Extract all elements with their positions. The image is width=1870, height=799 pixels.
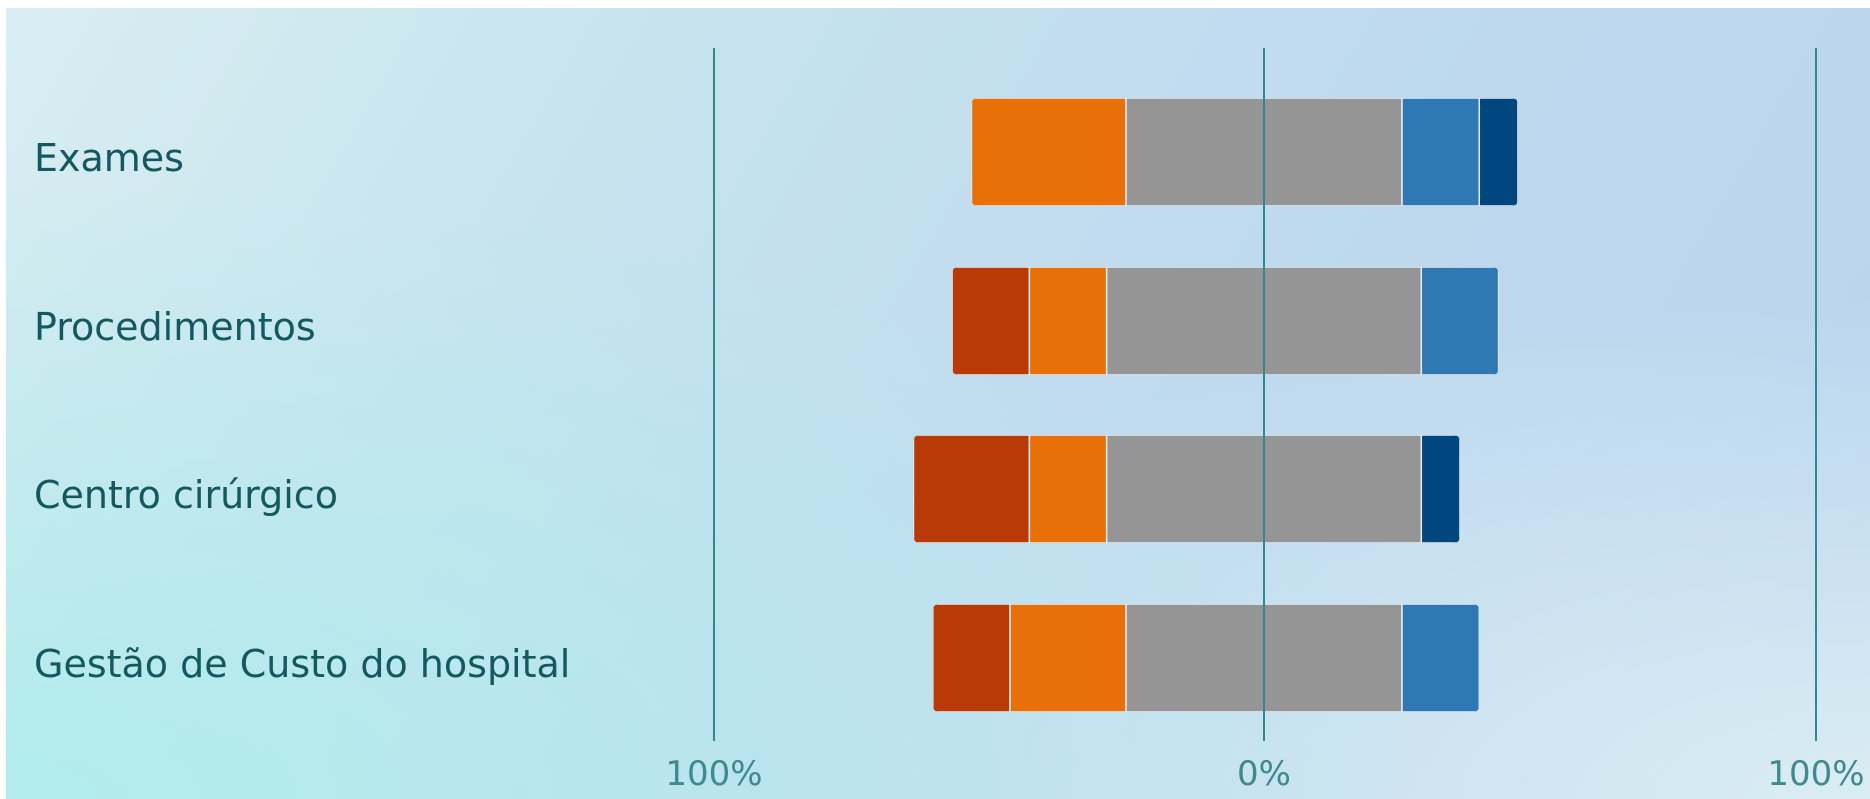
bar-segment: [932, 604, 1011, 712]
bar-segment: [1401, 98, 1481, 206]
bar-segment: [1028, 267, 1108, 375]
category-label-centro-cirurgico: Centro cirúrgico: [34, 473, 338, 517]
bar-row: [971, 98, 1518, 206]
x-tick-label-center: 0%: [1237, 754, 1291, 794]
x-tick-label-left: 100%: [665, 754, 763, 794]
bar-row: [952, 267, 1499, 375]
bar-segment: [1420, 267, 1499, 375]
chart-panel: Exames Procedimentos Centro cirúrgico Ge…: [6, 8, 1870, 799]
bar-segment: [1028, 435, 1108, 543]
bar-segment: [971, 98, 1127, 206]
bar-segment: [952, 267, 1031, 375]
bar-segment: [1478, 98, 1518, 206]
category-label-exames: Exames: [34, 136, 184, 180]
diverging-bar-chart: [713, 48, 1817, 741]
category-label-procedimentos: Procedimentos: [34, 305, 316, 349]
bar-row: [913, 435, 1460, 543]
category-label-gestao-de-custo: Gestão de Custo do hospital: [34, 642, 571, 686]
x-tick-label-right: 100%: [1767, 754, 1865, 794]
bar-segment: [1401, 604, 1480, 712]
bar-row: [932, 604, 1480, 712]
bar-segment: [913, 435, 1031, 543]
bar-segment: [1009, 604, 1127, 712]
bar-segment: [1420, 435, 1460, 543]
